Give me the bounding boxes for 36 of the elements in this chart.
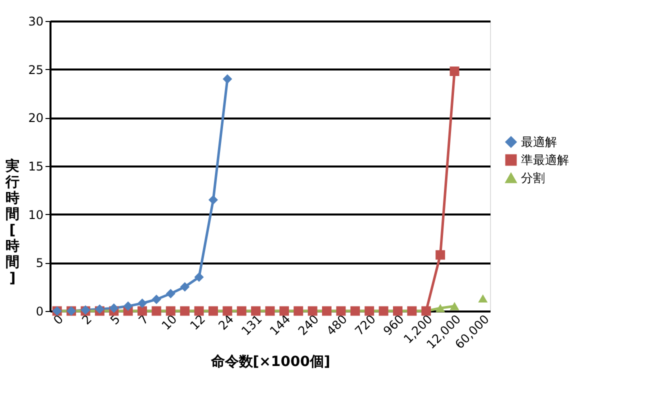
x-tick-label: 131 xyxy=(238,312,265,338)
point xyxy=(436,304,446,312)
y-tick-label: 25 xyxy=(28,62,44,77)
y-tick-label: 30 xyxy=(28,14,44,28)
point xyxy=(166,288,176,298)
y-tick-label: 10 xyxy=(28,208,44,222)
point xyxy=(450,66,460,76)
x-tick-label: 5 xyxy=(108,312,123,328)
x-tick-label: 480 xyxy=(324,312,350,338)
y-tick-label: 5 xyxy=(36,256,44,270)
point xyxy=(194,272,204,282)
point xyxy=(152,294,162,304)
legend-label: 最適解 xyxy=(521,135,557,149)
legend-label: 準最適解 xyxy=(521,153,569,167)
point xyxy=(180,282,190,292)
legend-label: 分割 xyxy=(521,171,545,185)
x-tick-label: 10 xyxy=(158,312,180,333)
point xyxy=(208,195,218,205)
point xyxy=(450,302,460,310)
y-tick-label: 15 xyxy=(28,160,44,174)
x-tick-label: 12 xyxy=(187,312,208,333)
point xyxy=(123,301,133,311)
x-axis-title: 命令数[×1000個] xyxy=(210,354,330,370)
x-tick-label: 144 xyxy=(267,312,294,338)
point xyxy=(138,298,147,308)
x-tick-label: 720 xyxy=(352,312,378,338)
point xyxy=(109,303,119,313)
x-tick-label: 0 xyxy=(50,312,66,328)
x-tick-label: 2 xyxy=(79,312,94,328)
x-tick-label: 240 xyxy=(295,312,322,338)
y-axis-title: 実行時間[時間] xyxy=(4,158,20,286)
point xyxy=(222,74,232,84)
point xyxy=(478,294,488,303)
x-tick-label: 24 xyxy=(216,312,236,333)
point xyxy=(436,250,446,260)
y-tick-label: 20 xyxy=(28,111,44,126)
